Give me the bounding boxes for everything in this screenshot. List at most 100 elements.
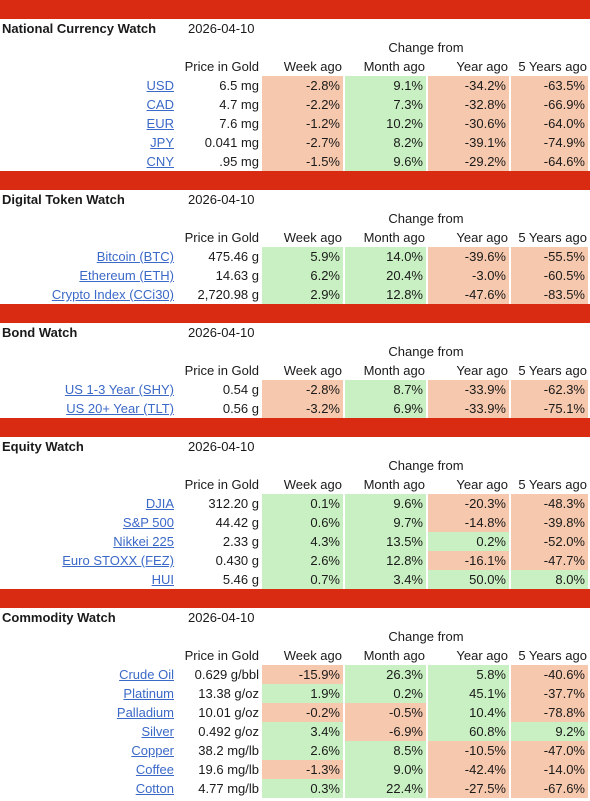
change-from-row: Change from <box>0 627 590 646</box>
five-year-change-cell: -37.7% <box>511 684 590 703</box>
five-year-change-cell: -55.5% <box>511 247 590 266</box>
asset-link[interactable]: S&P 500 <box>122 515 174 530</box>
week-change-cell: 3.4% <box>262 722 345 741</box>
asset-name-cell: Palladium <box>0 703 177 722</box>
price-header: Price in Gold <box>184 59 259 74</box>
section-title: Equity Watch <box>2 439 84 454</box>
asset-link[interactable]: CNY <box>146 154 174 169</box>
asset-link[interactable]: DJIA <box>145 496 174 511</box>
asset-link[interactable]: CAD <box>146 97 174 112</box>
week-change-cell: -15.9% <box>262 665 345 684</box>
table-row: JPY 0.041 mg -2.7% 8.2% -39.1% -74.9% <box>0 133 590 152</box>
blank-header <box>0 475 177 494</box>
asset-name-cell: Nikkei 225 <box>0 532 177 551</box>
price-cell: 4.7 mg <box>219 97 259 112</box>
change-from-row: Change from <box>0 342 590 361</box>
year-change-cell: -33.9% <box>428 399 511 418</box>
asset-name-cell: CAD <box>0 95 177 114</box>
price-cell: 0.430 g <box>215 553 259 568</box>
table-row: US 1-3 Year (SHY) 0.54 g -2.8% 8.7% -33.9% -6… <box>0 380 590 399</box>
section-date: 2026-04-10 <box>188 21 255 36</box>
week-change-cell: 2.6% <box>262 741 345 760</box>
year-change-cell: -34.2% <box>428 76 511 95</box>
asset-link[interactable]: EUR <box>146 116 174 131</box>
price-header: Price in Gold <box>184 477 259 492</box>
asset-link[interactable]: US 20+ Year (TLT) <box>66 401 174 416</box>
asset-link[interactable]: Ethereum (ETH) <box>79 268 174 283</box>
asset-link[interactable]: US 1-3 Year (SHY) <box>64 382 174 397</box>
five-year-change-cell: 8.0% <box>511 570 590 589</box>
year-change-cell: -29.2% <box>428 152 511 171</box>
year-header: Year ago <box>456 648 508 663</box>
asset-name-cell: S&P 500 <box>0 513 177 532</box>
asset-link[interactable]: Bitcoin (BTC) <box>96 249 174 264</box>
five-years-header: 5 Years ago <box>518 59 587 74</box>
section-header-row: Bond Watch 2026-04-10 <box>0 323 590 342</box>
section-header-row: Equity Watch 2026-04-10 <box>0 437 590 456</box>
asset-link[interactable]: USD <box>146 78 174 93</box>
year-change-cell: 50.0% <box>428 570 511 589</box>
asset-name-cell: US 1-3 Year (SHY) <box>0 380 177 399</box>
five-year-change-cell: -63.5% <box>511 76 590 95</box>
table-row: Coffee 19.6 mg/lb -1.3% 9.0% -42.4% -14.0% <box>0 760 590 779</box>
price-cell: 475.46 g <box>208 249 259 264</box>
asset-name-cell: Crude Oil <box>0 665 177 684</box>
asset-name-cell: Silver <box>0 722 177 741</box>
week-change-cell: -2.2% <box>262 95 345 114</box>
price-header: Price in Gold <box>184 230 259 245</box>
price-header: Price in Gold <box>184 363 259 378</box>
asset-link[interactable]: Nikkei 225 <box>113 534 174 549</box>
asset-link[interactable]: Cotton <box>135 781 174 796</box>
five-year-change-cell: 9.2% <box>511 722 590 741</box>
price-cell: 38.2 mg/lb <box>198 743 259 758</box>
five-year-change-cell: -78.8% <box>511 703 590 722</box>
month-change-cell: 20.4% <box>345 266 428 285</box>
week-change-cell: -3.2% <box>262 399 345 418</box>
table-row: Ethereum (ETH) 14.63 g 6.2% 20.4% -3.0% -60.5… <box>0 266 590 285</box>
table-row: Bitcoin (BTC) 475.46 g 5.9% 14.0% -39.6% -55.… <box>0 247 590 266</box>
price-cell: 10.01 g/oz <box>198 705 259 720</box>
five-years-header: 5 Years ago <box>518 363 587 378</box>
asset-name-cell: Cotton <box>0 779 177 798</box>
asset-name-cell: EUR <box>0 114 177 133</box>
asset-name-cell: Crypto Index (CCi30) <box>0 285 177 304</box>
week-change-cell: 2.9% <box>262 285 345 304</box>
month-change-cell: -6.9% <box>345 722 428 741</box>
year-change-cell: -42.4% <box>428 760 511 779</box>
week-change-cell: -1.5% <box>262 152 345 171</box>
asset-link[interactable]: Palladium <box>116 705 174 720</box>
asset-link[interactable]: Platinum <box>123 686 174 701</box>
price-cell: 312.20 g <box>208 496 259 511</box>
asset-link[interactable]: HUI <box>151 572 174 587</box>
month-change-cell: 9.7% <box>345 513 428 532</box>
asset-link[interactable]: Silver <box>141 724 174 739</box>
asset-link[interactable]: Coffee <box>135 762 174 777</box>
month-change-cell: 6.9% <box>345 399 428 418</box>
month-change-cell: -0.5% <box>345 703 428 722</box>
week-change-cell: -2.8% <box>262 380 345 399</box>
section-date: 2026-04-10 <box>188 610 255 625</box>
year-change-cell: -20.3% <box>428 494 511 513</box>
price-cell: 0.56 g <box>222 401 259 416</box>
week-change-cell: 0.1% <box>262 494 345 513</box>
table-row: Cotton 4.77 mg/lb 0.3% 22.4% -27.5% -67.6% <box>0 779 590 798</box>
asset-link[interactable]: Copper <box>131 743 174 758</box>
asset-link[interactable]: Euro STOXX (FEZ) <box>62 553 174 568</box>
year-change-cell: 5.8% <box>428 665 511 684</box>
week-header: Week ago <box>283 363 342 378</box>
asset-link[interactable]: Crude Oil <box>119 667 174 682</box>
year-change-cell: -3.0% <box>428 266 511 285</box>
column-header-row: Price in Gold Week ago Month ago Year ago 5 … <box>0 646 590 665</box>
five-year-change-cell: -40.6% <box>511 665 590 684</box>
table-row: Silver 0.492 g/oz 3.4% -6.9% 60.8% 9.2% <box>0 722 590 741</box>
month-change-cell: 22.4% <box>345 779 428 798</box>
asset-link[interactable]: Crypto Index (CCi30) <box>51 287 174 302</box>
asset-name-cell: Euro STOXX (FEZ) <box>0 551 177 570</box>
year-header: Year ago <box>456 59 508 74</box>
price-cell: 0.041 mg <box>204 135 259 150</box>
section-date: 2026-04-10 <box>188 192 255 207</box>
price-cell: 5.46 g <box>222 572 259 587</box>
asset-link[interactable]: JPY <box>150 135 174 150</box>
blank-header <box>0 228 177 247</box>
